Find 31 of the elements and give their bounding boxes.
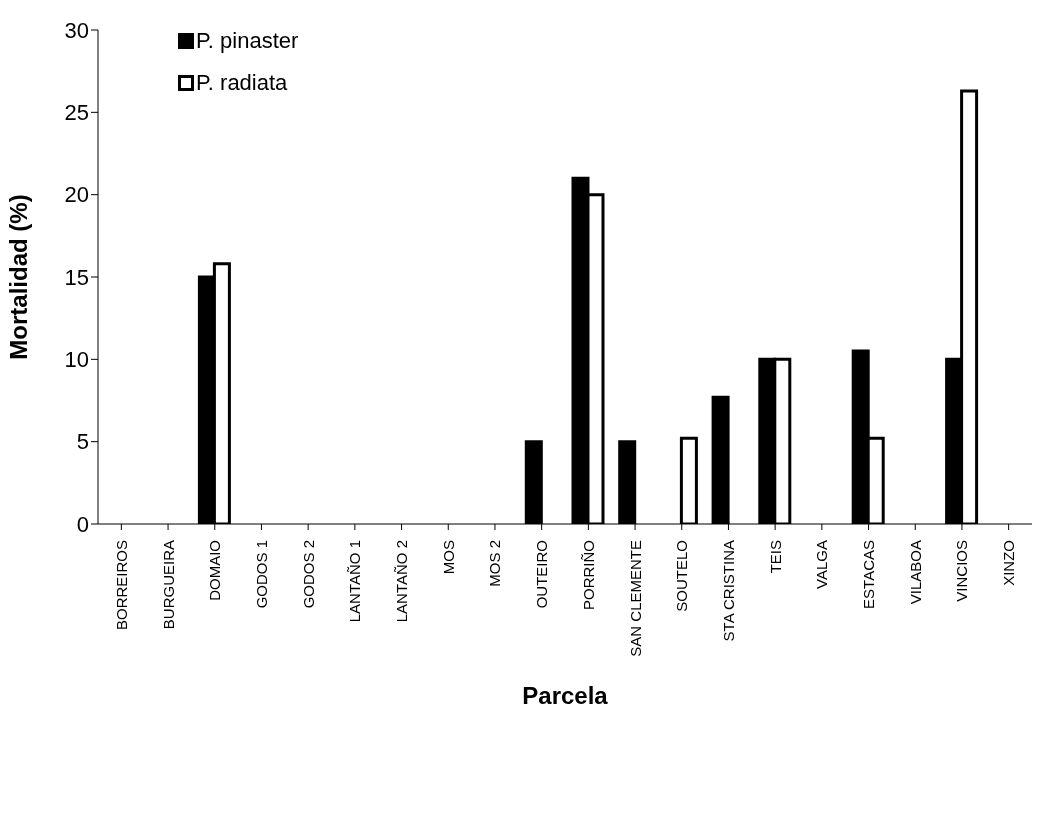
y-axis-title: Mortalidad (%) xyxy=(4,194,32,360)
x-tick-label: MOS 2 xyxy=(486,540,504,587)
x-tick-label: TEIS xyxy=(766,540,784,574)
x-tick-label: DOMAIO xyxy=(206,540,224,601)
x-tick-label: SAN CLEMENTE xyxy=(626,540,644,657)
y-tick-label: 10 xyxy=(64,347,89,373)
y-tick-label: 25 xyxy=(64,100,89,126)
legend-label: P. radiata xyxy=(196,70,288,96)
y-tick-label: 30 xyxy=(64,17,89,43)
x-tick-label: OUTEIRO xyxy=(533,540,551,609)
x-tick-label: VINCIOS xyxy=(953,540,971,602)
x-tick-label: VILABOA xyxy=(906,540,924,605)
y-tick-label: 5 xyxy=(76,429,89,455)
x-tick-label: PORRIÑO xyxy=(579,540,597,611)
y-tick-label: 0 xyxy=(76,511,89,537)
x-tick-label: LANTAÑO 1 xyxy=(346,540,364,623)
y-tick-label: 15 xyxy=(64,264,89,290)
x-tick-label: SOUTELO xyxy=(673,540,691,612)
x-axis-title: Parcela xyxy=(522,682,609,709)
x-tick-label: GODOS 2 xyxy=(299,540,317,609)
y-tick-label: 20 xyxy=(64,182,89,208)
x-tick-label: BORREIROS xyxy=(112,540,130,631)
x-tick-label: GODOS 1 xyxy=(252,540,270,609)
x-tick-label: MOS xyxy=(439,540,457,575)
x-tick-label: STA CRISTINA xyxy=(719,540,737,642)
x-tick-label: BURGUEIRA xyxy=(159,540,177,630)
legend-label: P. pinaster xyxy=(196,28,299,54)
x-tick-label: XINZO xyxy=(1000,540,1018,586)
x-tick-label: VALGA xyxy=(813,540,831,589)
x-tick-label: LANTAÑO 2 xyxy=(393,540,411,623)
x-tick-label: ESTACAS xyxy=(860,540,878,609)
